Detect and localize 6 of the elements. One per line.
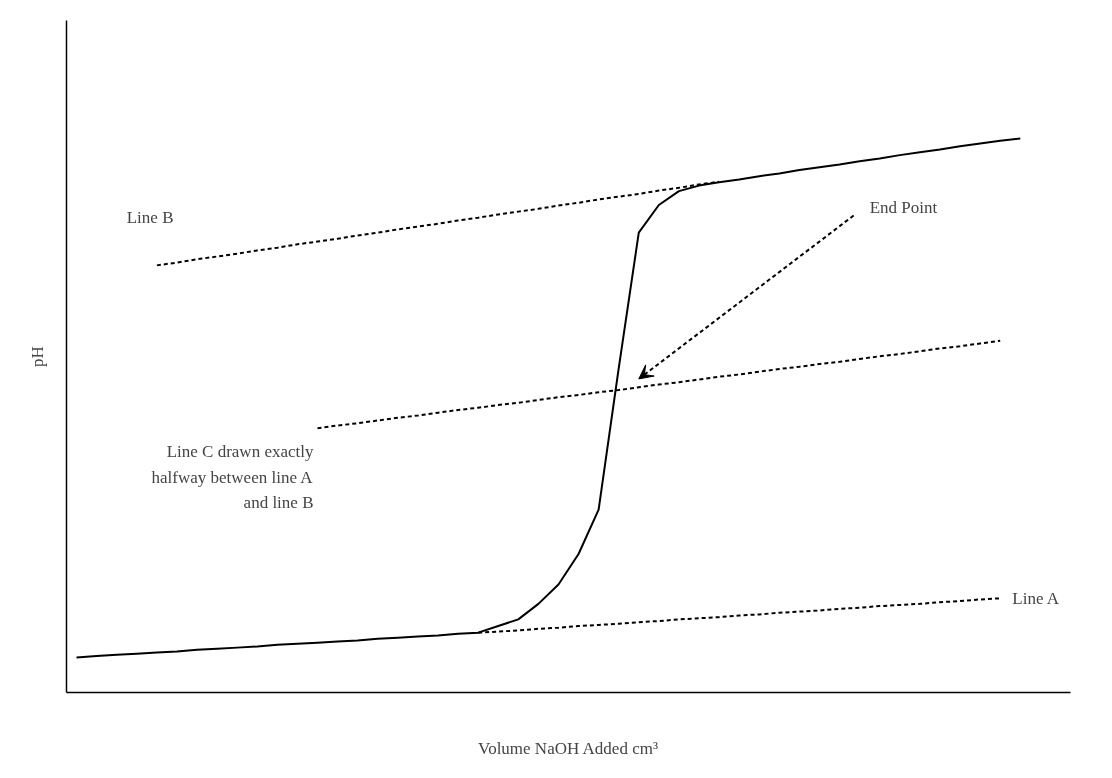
series-label: Line C drawn exactly halfway between line A and line B: [151, 442, 314, 513]
series-label: Line A: [1012, 588, 1060, 608]
annotation: End Point: [869, 197, 938, 217]
text: Line B: [126, 207, 174, 227]
y-axis-title: pH: [27, 346, 47, 367]
x-axis-title: Volume NaOH Added cm³: [478, 738, 659, 758]
